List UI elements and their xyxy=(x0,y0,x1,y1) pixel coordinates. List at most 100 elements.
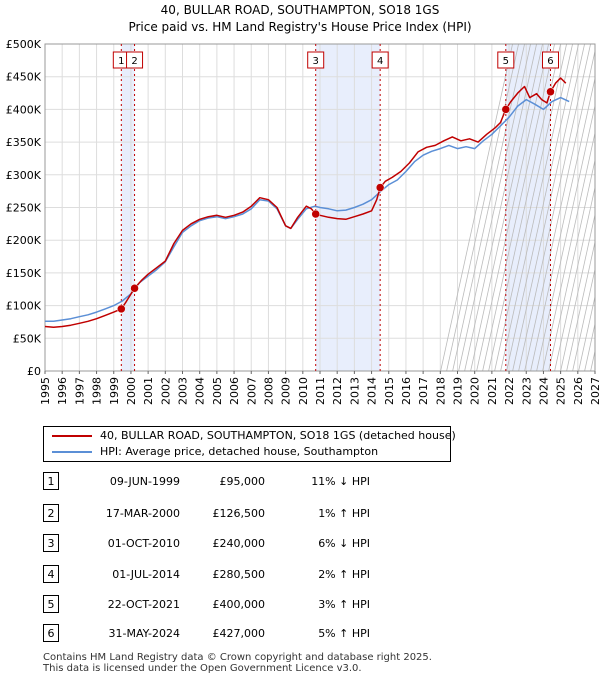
sale-hpi-diff: 6% ↓ HPI xyxy=(318,537,370,550)
y-tick-label: £100K xyxy=(6,300,42,313)
forecast-hatch xyxy=(524,43,597,372)
copyright-footer: Contains HM Land Registry data © Crown c… xyxy=(43,652,432,674)
x-tick-label: 2002 xyxy=(159,377,172,405)
sale-date: 31-MAY-2024 xyxy=(108,627,180,640)
y-tick-label: £500K xyxy=(6,38,42,51)
sale-number-badge: 2 xyxy=(43,504,59,522)
y-tick-label: £0 xyxy=(27,365,41,378)
sale-number-label: 6 xyxy=(547,56,553,67)
sale-point-marker xyxy=(130,284,139,293)
sale-number-badge: 6 xyxy=(43,624,59,642)
x-tick-label: 2010 xyxy=(297,377,310,405)
x-tick-label: 1996 xyxy=(56,377,69,405)
x-tick-label: 2018 xyxy=(434,377,447,405)
sale-price: £95,000 xyxy=(219,475,266,488)
forecast-hatch xyxy=(440,43,513,372)
sale-price: £400,000 xyxy=(212,598,266,611)
forecast-hatch xyxy=(470,43,543,372)
sale-row: 4 01-JUL-2014 £280,500 2% ↑ HPI xyxy=(0,565,600,585)
forecast-hatch xyxy=(530,53,600,372)
y-tick-label: £300K xyxy=(6,169,42,182)
sale-row: 2 17-MAR-2000 £126,500 1% ↑ HPI xyxy=(0,504,600,524)
forecast-hatch xyxy=(506,43,579,372)
sale-number-label: 1 xyxy=(118,56,124,67)
forecast-hatch xyxy=(446,43,519,372)
chart-title: 40, BULLAR ROAD, SOUTHAMPTON, SO18 1GS xyxy=(161,3,440,17)
sale-number-badge: 3 xyxy=(43,534,59,552)
forecast-hatch xyxy=(458,43,531,372)
x-tick-label: 2014 xyxy=(366,377,379,405)
sale-number-label: 5 xyxy=(503,56,509,67)
sale-hpi-diff: 2% ↑ HPI xyxy=(318,568,370,581)
sale-number-box xyxy=(371,51,389,69)
x-tick-label: 2016 xyxy=(400,377,413,405)
sale-row: 3 01-OCT-2010 £240,000 6% ↓ HPI xyxy=(0,534,600,554)
legend-item-hpi: HPI: Average price, detached house, Sout… xyxy=(52,444,378,460)
forecast-hatch xyxy=(512,43,585,372)
sale-hpi-diff: 1% ↑ HPI xyxy=(318,507,370,520)
forecast-hatch xyxy=(518,43,591,372)
x-tick-label: 2021 xyxy=(486,377,499,405)
x-tick-label: 2022 xyxy=(503,377,516,405)
y-tick-label: £400K xyxy=(6,103,42,116)
y-tick-label: £50K xyxy=(13,332,42,345)
x-tick-label: 2025 xyxy=(555,377,568,405)
sale-point-marker xyxy=(375,183,385,192)
sale-date: 01-OCT-2010 xyxy=(107,537,180,550)
forecast-hatch xyxy=(578,271,600,372)
forecast-hatch xyxy=(494,43,567,372)
sale-date: 22-OCT-2021 xyxy=(107,598,180,611)
sale-hpi-diff: 11% ↓ HPI xyxy=(311,475,370,488)
price-chart: 40, BULLAR ROAD, SOUTHAMPTON, SO18 1GS P… xyxy=(6,3,600,405)
sale-price: £427,000 xyxy=(212,627,266,640)
price-paid-line xyxy=(44,77,567,328)
x-tick-label: 1999 xyxy=(108,377,121,405)
hatch-clip xyxy=(595,44,600,371)
sale-number-label: 2 xyxy=(131,56,137,67)
x-tick-label: 2017 xyxy=(417,377,430,405)
y-tick-label: £150K xyxy=(6,267,42,280)
forecast-hatch xyxy=(500,43,573,372)
x-tick-label: 2005 xyxy=(211,377,224,405)
sale-point-marker xyxy=(546,87,555,96)
x-tick-label: 2008 xyxy=(262,377,275,405)
x-tick-label: 2015 xyxy=(383,377,396,405)
x-tick-label: 2012 xyxy=(331,377,344,405)
x-tick-label: 1997 xyxy=(73,377,86,405)
x-tick-label: 2004 xyxy=(194,377,207,405)
sale-number-label: 3 xyxy=(313,56,319,67)
legend: 40, BULLAR ROAD, SOUTHAMPTON, SO18 1GS (… xyxy=(43,426,456,462)
legend-swatch-hpi xyxy=(52,451,92,453)
x-tick-label: 1995 xyxy=(39,377,52,405)
sale-number-box xyxy=(307,51,325,69)
legend-item-price: 40, BULLAR ROAD, SOUTHAMPTON, SO18 1GS (… xyxy=(52,428,456,444)
sale-price: £280,500 xyxy=(212,568,266,581)
sale-row: 5 22-OCT-2021 £400,000 3% ↑ HPI xyxy=(0,595,600,615)
sale-point-marker xyxy=(311,209,320,219)
x-tick-label: 2011 xyxy=(314,377,327,405)
legend-label-price: 40, BULLAR ROAD, SOUTHAMPTON, SO18 1GS (… xyxy=(100,429,456,442)
sale-row: 1 09-JUN-1999 £95,000 11% ↓ HPI xyxy=(0,472,600,492)
x-tick-label: 2026 xyxy=(572,377,585,405)
y-tick-label: £350K xyxy=(6,136,42,149)
x-tick-label: 2024 xyxy=(537,377,550,405)
forecast-hatch xyxy=(554,162,600,372)
x-tick-label: 2019 xyxy=(452,377,465,405)
sale-row: 6 31-MAY-2024 £427,000 5% ↑ HPI xyxy=(0,624,600,644)
sale-hpi-diff: 3% ↑ HPI xyxy=(318,598,370,611)
x-tick-label: 2020 xyxy=(469,377,482,405)
chart-subtitle: Price paid vs. HM Land Registry's House … xyxy=(128,20,471,34)
forecast-hatch xyxy=(482,43,555,372)
sale-point-marker xyxy=(117,304,126,314)
footer-line-1: Contains HM Land Registry data © Crown c… xyxy=(43,652,432,663)
sale-number-box xyxy=(497,51,515,69)
x-tick-label: 2003 xyxy=(177,377,190,405)
sale-number-label: 4 xyxy=(377,56,383,67)
forecast-hatch xyxy=(548,135,600,372)
sale-number-badge: 5 xyxy=(43,595,59,613)
y-tick-label: £250K xyxy=(6,202,42,215)
x-tick-label: 2001 xyxy=(142,377,155,405)
forecast-hatch xyxy=(476,43,549,372)
legend-label-hpi: HPI: Average price, detached house, Sout… xyxy=(100,445,379,458)
legend-swatch-price xyxy=(52,435,92,437)
